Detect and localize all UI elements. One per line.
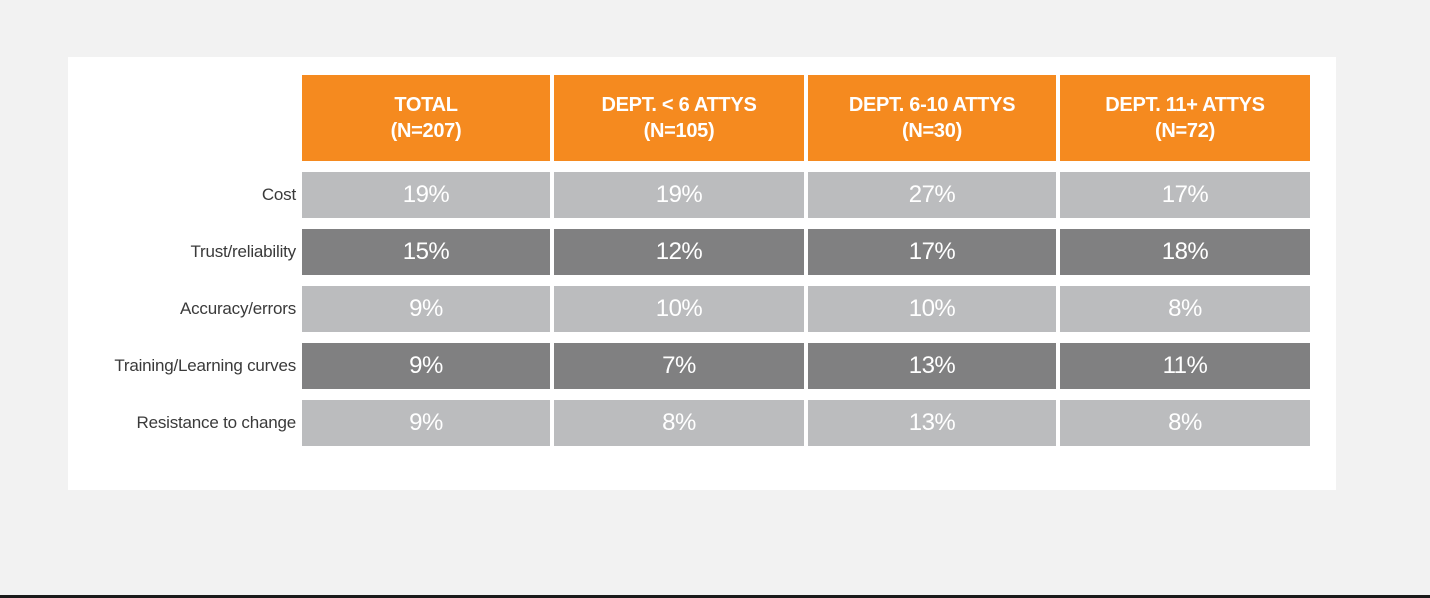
table-cell: 9% [302, 286, 550, 332]
column-header-n: (N=30) [902, 120, 962, 142]
table-cell: 8% [1060, 286, 1310, 332]
data-table: TOTAL (N=207) DEPT. < 6 ATTYS (N=105) DE… [82, 75, 1310, 446]
column-header-dept-large: DEPT. 11+ ATTYS (N=72) [1060, 75, 1310, 161]
table-cell: 17% [1060, 172, 1310, 218]
table-cell: 11% [1060, 343, 1310, 389]
table-cell: 13% [808, 343, 1056, 389]
column-header-title: DEPT. 11+ ATTYS [1105, 94, 1265, 116]
column-header-total: TOTAL (N=207) [302, 75, 550, 161]
table-cell: 19% [554, 172, 804, 218]
table-cell: 18% [1060, 229, 1310, 275]
row-label-cost: Cost [261, 185, 296, 204]
column-header-n: (N=72) [1155, 120, 1215, 142]
column-header-dept-small: DEPT. < 6 ATTYS (N=105) [554, 75, 804, 161]
table-cell: 9% [302, 400, 550, 446]
table-cell: 8% [1060, 400, 1310, 446]
table-cell: 10% [554, 286, 804, 332]
column-header-title: DEPT. < 6 ATTYS [601, 94, 757, 116]
row-label-resistance-to-change: Resistance to change [136, 413, 297, 432]
column-header-n: (N=207) [390, 120, 462, 142]
table-cell: 7% [554, 343, 804, 389]
table-cell: 12% [554, 229, 804, 275]
table-cell: 8% [554, 400, 804, 446]
table-corner [82, 75, 298, 161]
bottom-border [0, 595, 1430, 598]
table-cell: 27% [808, 172, 1056, 218]
column-header-title: DEPT. 6-10 ATTYS [848, 94, 1016, 116]
table-cell: 13% [808, 400, 1056, 446]
table-cell: 19% [302, 172, 550, 218]
column-header-n: (N=105) [643, 120, 715, 142]
table-cell: 9% [302, 343, 550, 389]
table-cell: 10% [808, 286, 1056, 332]
table-cell: 15% [302, 229, 550, 275]
table-cell: 17% [808, 229, 1056, 275]
table-card: TOTAL (N=207) DEPT. < 6 ATTYS (N=105) DE… [68, 57, 1336, 490]
row-label-trust-reliability: Trust/reliability [190, 242, 296, 261]
row-label-training-learning-curves: Training/Learning curves [114, 356, 296, 375]
column-header-title: TOTAL [394, 94, 458, 116]
column-header-dept-medium: DEPT. 6-10 ATTYS (N=30) [808, 75, 1056, 161]
row-label-accuracy-errors: Accuracy/errors [179, 299, 296, 318]
